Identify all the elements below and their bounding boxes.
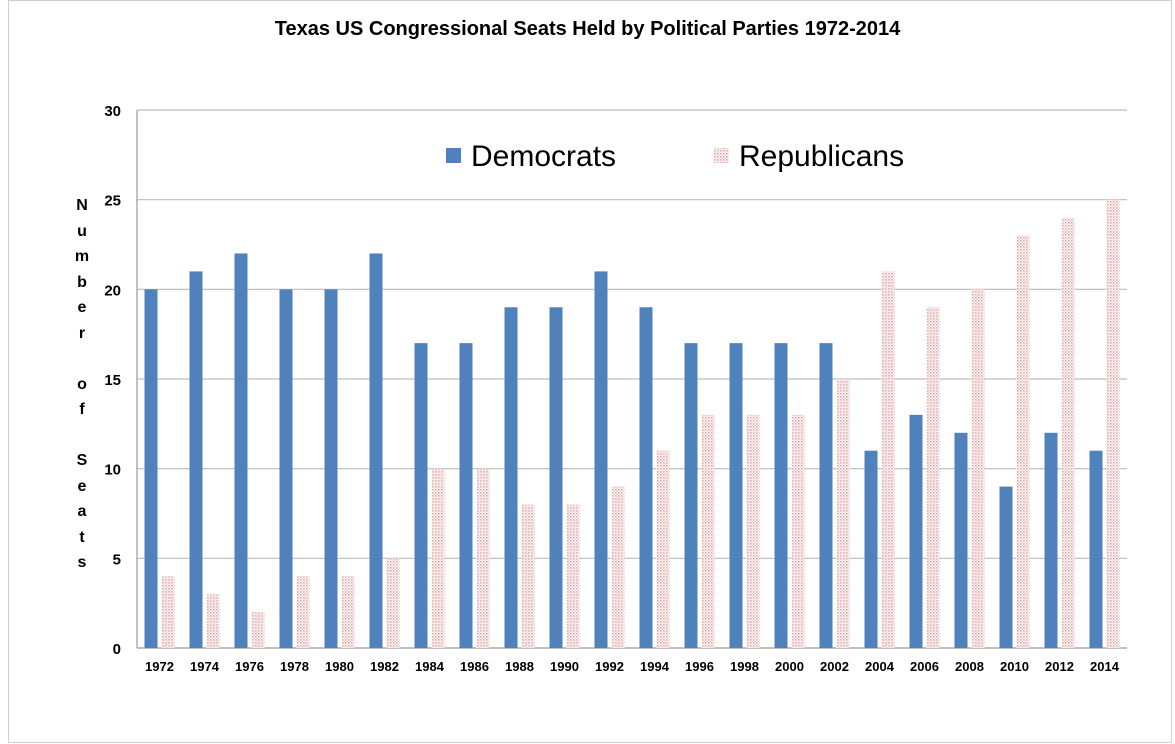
x-tick-label: 2002 [820, 659, 849, 674]
bar-republicans [656, 450, 670, 648]
bar-democrats [549, 307, 563, 648]
legend: Democrats Republicans [446, 140, 904, 173]
y-tick-label: 5 [113, 551, 121, 568]
legend-swatch-democrats [446, 148, 461, 163]
bar-democrats [234, 253, 248, 648]
x-tick-label: 2014 [1090, 659, 1120, 674]
bar-democrats [864, 450, 878, 648]
x-tick-label: 1996 [685, 659, 714, 674]
bar-democrats [459, 343, 473, 648]
bar-democrats [1089, 450, 1103, 648]
y-tick-label: 25 [104, 193, 121, 210]
bar-democrats [144, 289, 158, 648]
x-tick-labels: 1972 1974 1976 1978 1980 1982 1984 1986 1988 1990… [145, 659, 1120, 674]
bar-republicans [161, 576, 175, 648]
bar-democrats [369, 253, 383, 648]
bar-republicans [1106, 199, 1120, 648]
x-tick-label: 2000 [775, 659, 804, 674]
x-tick-label: 1978 [280, 659, 309, 674]
y-tick-label: 0 [113, 641, 121, 658]
y-tick-label: 30 [104, 103, 121, 120]
bar-republicans [206, 594, 220, 648]
y-axis-label-char: u [77, 222, 87, 240]
x-tick-label: 1984 [415, 659, 445, 674]
x-tick-label: 2008 [955, 659, 984, 674]
x-tick-label: 1998 [730, 659, 759, 674]
bar-democrats [504, 307, 518, 648]
y-tick-label: 15 [104, 372, 121, 389]
y-axis-label-char: a [77, 503, 87, 520]
bar-democrats [279, 289, 293, 648]
x-tick-label: 2006 [910, 659, 939, 674]
bar-republicans [881, 271, 895, 648]
x-tick-label: 2012 [1045, 659, 1074, 674]
bar-republicans [836, 379, 850, 648]
bar-democrats [819, 343, 833, 648]
bar-republicans [701, 414, 715, 648]
y-tick-label: 10 [104, 462, 121, 479]
chart-title: Texas US Congressional Seats Held by Pol… [274, 18, 901, 40]
y-axis-label-char: e [77, 477, 87, 495]
y-axis-label-char: r [78, 324, 86, 342]
bar-democrats [774, 343, 788, 648]
y-axis-label-char: s [77, 554, 87, 571]
bar-republicans [251, 612, 265, 648]
bar-republicans [341, 576, 355, 648]
x-tick-label: 1986 [460, 659, 489, 674]
bar-republicans [476, 468, 490, 648]
y-axis-label-char: f [79, 401, 85, 418]
bars [144, 199, 1120, 649]
x-tick-label: 1972 [145, 659, 174, 674]
bar-republicans [431, 468, 445, 648]
bar-republicans [611, 486, 625, 648]
legend-label-republicans: Republicans [739, 140, 904, 173]
bar-republicans [521, 504, 535, 648]
bar-republicans [926, 307, 940, 648]
y-axis-label-char: e [77, 299, 87, 316]
x-tick-label: 1982 [370, 659, 399, 674]
bar-republicans [791, 414, 805, 648]
bar-republicans [296, 576, 310, 648]
bar-democrats [909, 414, 923, 648]
bar-republicans [971, 289, 985, 648]
bar-republicans [1061, 217, 1075, 648]
legend-swatch-republicans [714, 148, 729, 163]
x-tick-label: 1974 [190, 659, 220, 674]
x-tick-label: 1992 [595, 659, 624, 674]
bar-democrats [729, 343, 743, 648]
y-tick-labels: 0 5 10 15 20 25 30 [104, 103, 121, 658]
x-tick-label: 1994 [640, 659, 670, 674]
x-tick-label: 1976 [235, 659, 264, 674]
bar-republicans [386, 558, 400, 648]
y-axis-label-char: m [74, 248, 90, 265]
x-tick-label: 1980 [325, 659, 354, 674]
bar-republicans [1016, 235, 1030, 649]
y-axis-label-char: N [76, 197, 88, 214]
y-axis-label-char: o [77, 375, 87, 393]
y-axis-label-char: t [79, 528, 85, 546]
bar-democrats [189, 271, 203, 648]
bar-democrats [1044, 432, 1058, 648]
x-tick-label: 1988 [505, 659, 534, 674]
x-tick-label: 1990 [550, 659, 579, 674]
bar-democrats [594, 271, 608, 648]
bar-democrats [684, 343, 698, 648]
x-tick-label: 2004 [865, 659, 895, 674]
x-tick-label: 2010 [1000, 659, 1029, 674]
bar-democrats [324, 289, 338, 648]
legend-label-democrats: Democrats [471, 140, 616, 173]
y-axis-label-char: b [77, 273, 87, 291]
bar-democrats [954, 432, 968, 648]
y-axis-label-char: S [76, 452, 88, 469]
bar-democrats [999, 486, 1013, 648]
bar-republicans [566, 504, 580, 648]
y-tick-label: 20 [104, 282, 121, 299]
bar-democrats [414, 343, 428, 648]
bar-republicans [746, 414, 760, 648]
bar-democrats [639, 307, 653, 648]
